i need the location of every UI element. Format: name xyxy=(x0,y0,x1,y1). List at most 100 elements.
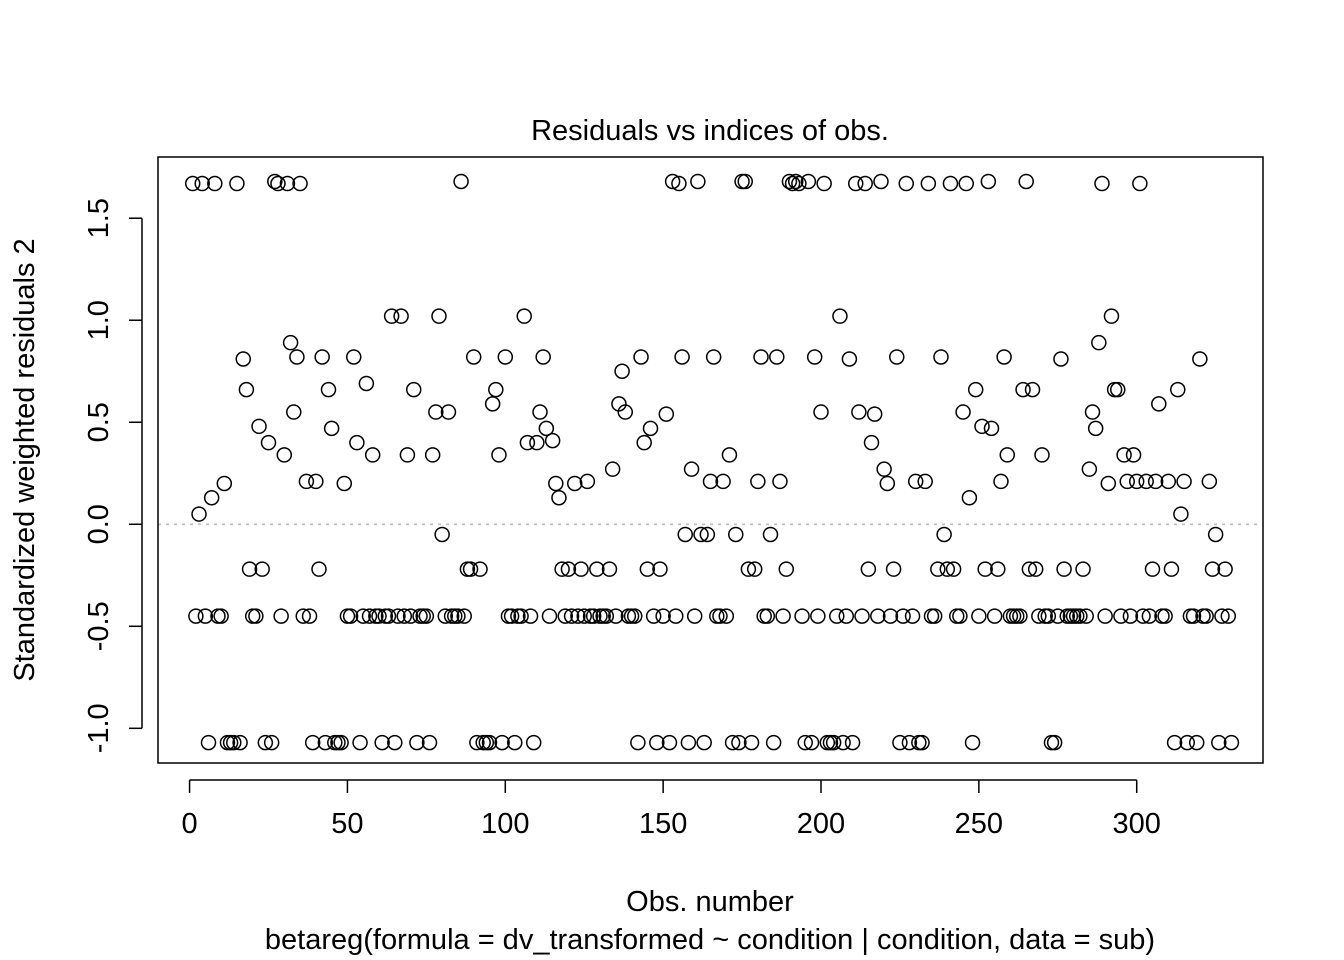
data-point xyxy=(857,175,873,192)
data-point xyxy=(229,175,245,192)
data-point xyxy=(993,473,1009,490)
data-point xyxy=(1220,608,1237,624)
data-point xyxy=(614,363,630,379)
data-point xyxy=(971,608,987,624)
data-point xyxy=(1040,608,1057,624)
data-point xyxy=(882,608,899,624)
data-point xyxy=(999,447,1016,463)
data-point xyxy=(996,349,1012,365)
data-point xyxy=(585,608,602,624)
data-point xyxy=(990,561,1006,577)
data-point xyxy=(1072,608,1088,624)
data-point xyxy=(301,608,318,624)
data-point xyxy=(437,608,454,624)
data-point xyxy=(1097,608,1113,624)
data-point xyxy=(1188,734,1205,751)
data-point xyxy=(753,349,769,365)
data-point xyxy=(263,734,280,751)
data-point xyxy=(1103,308,1120,324)
data-point xyxy=(298,473,315,490)
data-point xyxy=(292,175,308,192)
data-point xyxy=(488,381,504,398)
data-point xyxy=(238,381,255,398)
data-point xyxy=(497,349,514,365)
data-point xyxy=(784,175,801,192)
data-point xyxy=(671,175,687,192)
chart-title: Residuals vs indices of obs. xyxy=(531,115,889,147)
x-tick-label: 200 xyxy=(797,808,845,840)
data-point xyxy=(680,734,697,751)
data-point xyxy=(917,473,933,490)
data-point xyxy=(901,734,918,751)
data-point xyxy=(203,490,220,506)
x-tick-label: 100 xyxy=(481,808,529,840)
data-point xyxy=(952,608,968,624)
data-point xyxy=(980,173,997,190)
data-point xyxy=(851,404,867,420)
data-point xyxy=(304,734,321,751)
data-point xyxy=(516,308,532,324)
data-point xyxy=(548,475,564,492)
data-point xyxy=(781,173,798,190)
data-point xyxy=(507,734,523,751)
data-point xyxy=(1116,447,1132,463)
data-point xyxy=(519,434,536,451)
data-point xyxy=(1094,175,1110,192)
data-point xyxy=(279,175,296,192)
data-point xyxy=(286,404,302,420)
data-point xyxy=(797,734,813,751)
y-axis: -1.0 -0.5 0.0 0.5 1.0 1.5 xyxy=(83,198,143,753)
data-point xyxy=(1166,734,1183,751)
data-point xyxy=(1125,447,1142,463)
data-point xyxy=(323,420,340,437)
data-point xyxy=(693,526,709,543)
data-point xyxy=(1207,526,1224,543)
data-point xyxy=(434,526,450,543)
data-point xyxy=(652,561,668,577)
data-point xyxy=(879,475,896,492)
data-point xyxy=(1119,473,1135,490)
data-point xyxy=(428,404,444,420)
data-point xyxy=(1192,351,1208,367)
data-point xyxy=(639,561,656,577)
data-point xyxy=(409,734,425,751)
data-point xyxy=(642,420,659,437)
data-point xyxy=(399,447,416,463)
data-point xyxy=(1100,475,1117,492)
data-point xyxy=(557,608,574,624)
y-tick-label: 1.5 xyxy=(83,198,115,238)
data-point xyxy=(955,404,971,420)
data-point xyxy=(402,608,419,624)
data-point xyxy=(930,561,946,577)
data-point xyxy=(273,608,289,624)
data-point xyxy=(806,349,823,365)
data-point xyxy=(904,608,921,624)
data-point xyxy=(361,608,378,624)
data-point xyxy=(1024,381,1041,398)
data-point xyxy=(1015,381,1031,398)
data-point xyxy=(191,506,207,522)
data-point xyxy=(424,447,441,463)
data-point xyxy=(724,734,741,751)
data-point xyxy=(649,734,665,751)
plot-frame xyxy=(157,156,1264,764)
data-point xyxy=(715,473,731,490)
data-point xyxy=(1147,473,1164,490)
data-point xyxy=(772,473,788,490)
data-point xyxy=(1122,608,1139,624)
data-point xyxy=(535,349,551,365)
data-point xyxy=(787,173,804,190)
data-point xyxy=(1128,473,1145,490)
data-point xyxy=(560,561,577,577)
data-point xyxy=(241,561,258,577)
data-point xyxy=(235,351,251,367)
data-point xyxy=(690,173,706,190)
data-point xyxy=(257,734,274,751)
data-point xyxy=(885,561,902,577)
data-point xyxy=(958,175,974,192)
data-point xyxy=(939,561,956,577)
data-point xyxy=(484,396,501,412)
data-point xyxy=(617,404,634,420)
data-point xyxy=(1151,396,1167,412)
